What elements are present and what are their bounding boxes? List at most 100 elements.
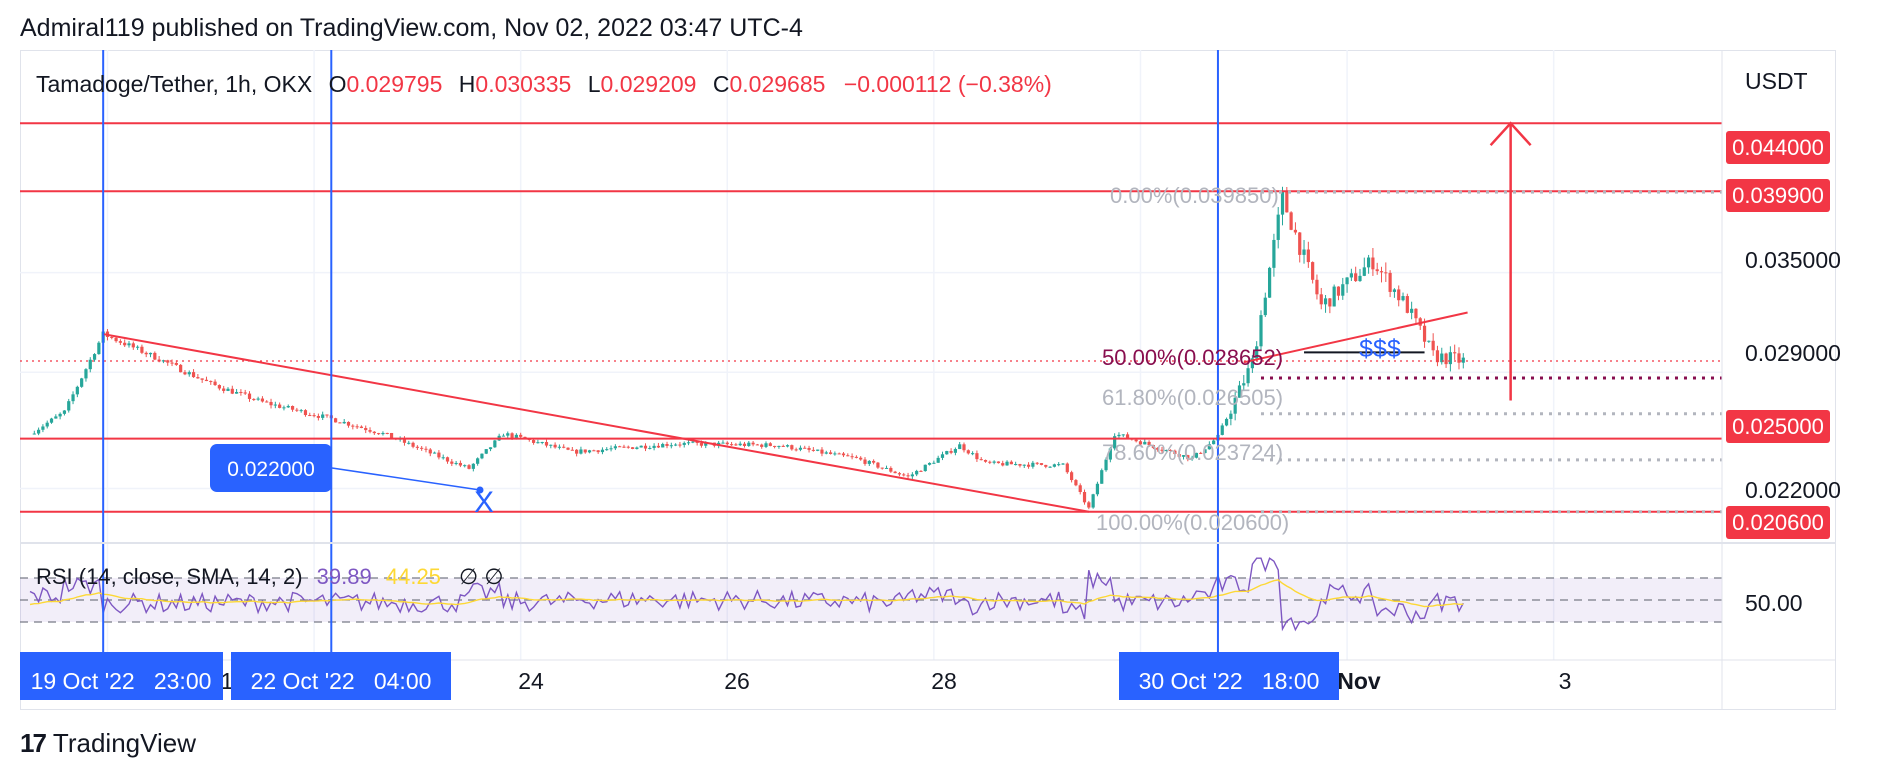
candle-body [1065,463,1069,473]
candle-body [1156,447,1160,450]
candle-body [833,453,837,455]
candle-body [1070,472,1074,481]
candle-body [355,426,359,428]
level-label: 0.039900 [1726,179,1830,212]
candle-body [295,409,299,411]
candle-body [333,418,338,423]
candle-body [1336,286,1341,296]
candle-body [265,401,269,403]
candle-body [441,457,445,459]
candle-body [1366,257,1371,268]
candle-body [187,372,191,375]
candle-body [923,464,927,472]
time-tick: 3 [1559,668,1572,694]
fib-label: 61.80%(0.026505) [1102,385,1283,410]
candle-body [226,388,230,391]
time-tick-partial: 1 [221,668,234,694]
candle-body [1160,449,1164,451]
candle-body [751,442,755,445]
footer-brand[interactable]: TradingView [52,728,196,758]
level-label-text: 0.025000 [1732,414,1824,439]
candle-body [1048,466,1052,468]
candle-body [592,450,596,452]
candle-body [493,440,497,448]
candle-body [876,462,880,468]
candle-body [1087,502,1091,508]
candle-body [1091,494,1095,508]
time-tick: 28 [931,668,957,694]
candle-body [773,445,777,447]
candle-body [191,372,196,378]
candle-body [725,442,729,445]
candle-body [557,446,562,448]
candle-body [1143,441,1147,445]
candle-body [906,475,910,477]
candle-body [1044,464,1048,467]
candle-body [148,352,153,355]
candle-body [321,414,325,418]
legend-symbol[interactable]: Tamadoge/Tether, 1h, OKX [36,71,312,97]
candle-body [609,448,613,450]
candle-body [1237,385,1242,398]
rsi-value: 39.89 [317,564,372,589]
candle-body [1078,485,1082,492]
price-callout[interactable]: 0.022000 [210,444,332,492]
candle-body [1147,441,1151,446]
candle-body [278,404,282,408]
candle-body [1422,325,1427,342]
candle-body [850,456,854,458]
rsi-legend[interactable]: RSI (14, close, SMA, 14, 2) 39.89 44.25 … [36,564,504,589]
candle-body [1229,413,1233,419]
candle-body [1199,452,1203,454]
candle-body [1319,294,1323,305]
candle-body [605,449,609,451]
legend-open-value: 0.029795 [346,71,442,97]
candle-body [243,392,247,394]
candle-body [996,461,1001,464]
candle-body [562,446,566,448]
fib-label: 50.00%(0.028652) [1102,345,1283,370]
candle-body [1242,383,1246,386]
candle-body [1302,249,1306,255]
level-label: 0.025000 [1726,410,1830,443]
candle-body [179,364,183,373]
tradingview-logo-icon[interactable]: 17 [20,728,47,758]
candle-body [407,442,411,444]
candle-body [196,377,200,379]
candle-body [140,346,144,353]
rsi-panel [20,557,1722,632]
candle-body [880,467,884,469]
candle-body [1108,448,1112,460]
candle-body [798,447,803,450]
candle-body [919,470,923,472]
rsi-ma-line [29,579,1464,608]
candle-body [764,443,768,447]
candle-body [519,434,523,437]
candle-body [553,444,557,448]
fib-label: 78.60%(0.023724) [1102,440,1283,465]
candle-body [665,443,669,446]
candle-body [816,449,820,451]
candle-body [570,449,574,451]
candle-body [222,388,226,391]
candle-body [828,452,833,455]
ohlc-legend[interactable]: Tamadoge/Tether, 1h, OKX O0.029795 H0.03… [36,71,1052,97]
candle-body [1401,296,1405,301]
candle-body [1022,464,1026,466]
candle-body [596,450,600,453]
rsi-title[interactable]: RSI (14, close, SMA, 14, 2) [36,564,303,589]
candle-body [372,431,376,434]
candle-body [1444,353,1448,365]
liquidity-label: $$$ [1359,335,1401,363]
legend-open-label: O [329,71,347,97]
candle-body [1100,470,1104,484]
candle-body [656,445,661,448]
candle-body [161,360,166,362]
candle-body [463,465,467,467]
candle-body [927,462,932,465]
candle-body [1026,464,1031,467]
candle-body [49,418,54,423]
candle-body [781,445,785,447]
candle-body [1190,457,1194,460]
